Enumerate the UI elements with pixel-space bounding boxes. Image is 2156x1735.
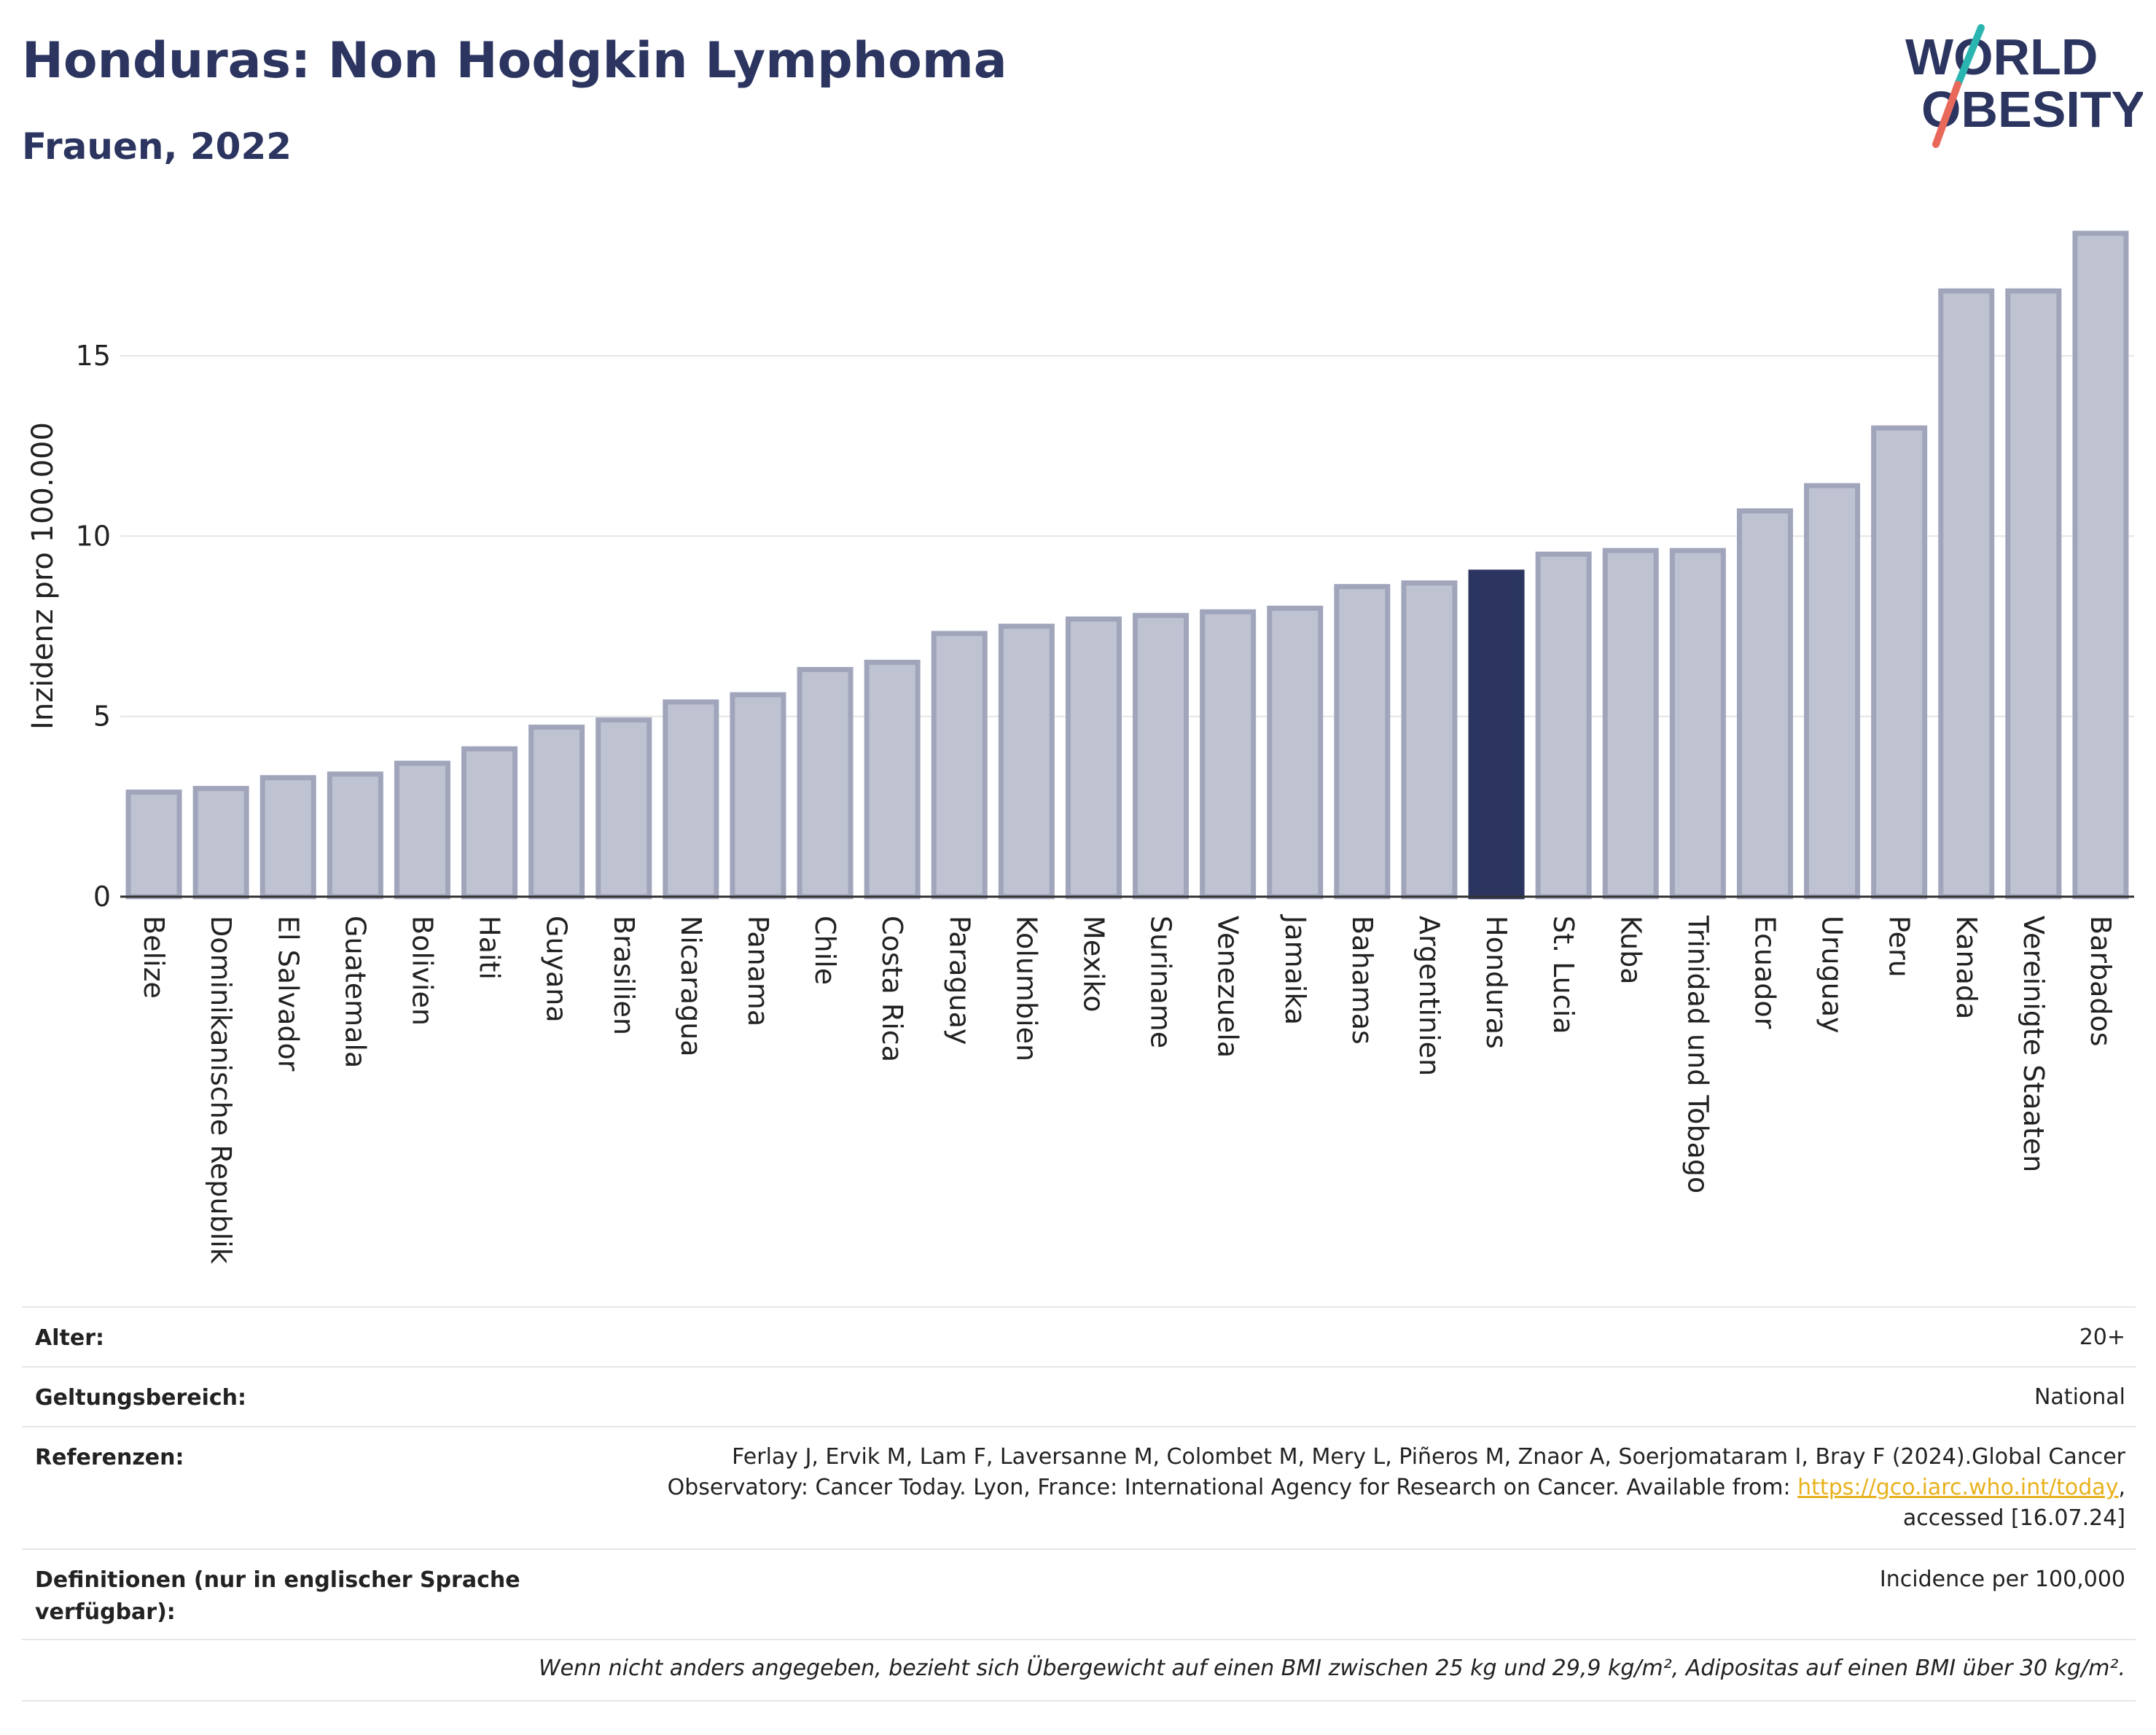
x-tick-label: El Salvador (272, 916, 304, 1072)
page-title: Honduras: Non Hodgkin Lymphoma (22, 32, 1007, 90)
bar-guyana (528, 725, 585, 900)
x-tick-label: Mexiko (1077, 916, 1109, 1012)
world-obesity-logo: WORLD OBESITY (1905, 24, 2143, 148)
meta-def-label: Definitionen (nur in englischer Sprache … (35, 1567, 520, 1625)
x-tick-label: Venezuela (1212, 916, 1244, 1058)
x-tick-label: Kanada (1950, 916, 1983, 1019)
meta-ref-label: Referenzen: (35, 1445, 184, 1470)
bar-guatemala (327, 771, 383, 900)
bar-belize (125, 789, 182, 900)
x-tick-label: Honduras (1480, 916, 1512, 1049)
meta-row-scope: Geltungsbereich: National (22, 1366, 2136, 1427)
x-tick-label: Argentinien (1413, 916, 1445, 1076)
x-tick-label: Vereinigte Staaten (2018, 916, 2050, 1172)
bar-suriname (1133, 612, 1190, 900)
page-subtitle: Frauen, 2022 (22, 125, 292, 168)
bar-uruguay (1804, 483, 1861, 900)
x-tick-label: Trinidad und Tobago (1682, 915, 1714, 1193)
x-tick-label: Peru (1883, 916, 1915, 978)
bar-mexiko (1065, 616, 1122, 900)
meta-ref-value: Ferlay J, Ervik M, Lam F, Laversanne M, … (668, 1442, 2125, 1534)
bar-paraguay (931, 631, 988, 900)
bar-jamaika (1267, 605, 1324, 900)
reference-link[interactable]: https://gco.iarc.who.int/today (1797, 1475, 2119, 1500)
bar-kolumbien (998, 623, 1055, 900)
y-axis-label: Inzidenz pro 100.000 (26, 422, 60, 730)
x-tick-label: Kolumbien (1010, 916, 1042, 1061)
ref-line-2: Observatory: Cancer Today. Lyon, France:… (667, 1475, 2125, 1500)
x-tick-label: Dominikanische Republik (205, 916, 237, 1264)
ref-line-1: Ferlay J, Ervik M, Lam F, Laversanne M, … (732, 1444, 2125, 1470)
meta-scope-label: Geltungsbereich: (35, 1385, 247, 1411)
ref-line-3: accessed [16.07.24] (1902, 1505, 2125, 1531)
footnote: Wenn nicht anders angegeben, bezieht sic… (538, 1656, 2125, 1681)
bar-argentinien (1401, 580, 1458, 900)
x-tick-label: St. Lucia (1547, 916, 1579, 1034)
y-tick-label: 5 (93, 701, 111, 733)
x-tick-label: Ecuador (1749, 916, 1781, 1029)
bar-brasilien (595, 717, 652, 900)
meta-row-references: Referenzen: Ferlay J, Ervik M, Lam F, La… (22, 1426, 2136, 1550)
logo-line1: WORLD (1905, 28, 2098, 85)
x-tick-label: Bahamas (1346, 916, 1378, 1045)
bar-haiti (461, 746, 518, 900)
x-tick-label: Kuba (1614, 916, 1647, 985)
bar-st-lucia (1535, 551, 1592, 900)
x-tick-label: Barbados (2085, 916, 2117, 1047)
x-tick-label: Bolivien (406, 916, 438, 1026)
y-tick-label: 15 (76, 340, 111, 372)
bar-bolivien (394, 760, 450, 900)
meta-age-value: 20+ (2079, 1325, 2125, 1350)
x-tick-label: Jamaika (1279, 914, 1311, 1025)
meta-row-age: Alter: 20+ (22, 1306, 2136, 1368)
bar-trinidad-und-tobago (1669, 547, 1726, 900)
bar-kanada (1938, 288, 1995, 900)
x-tick-label: Guyana (541, 916, 573, 1023)
x-tick-label: Nicaragua (675, 916, 707, 1057)
x-tick-label: Paraguay (943, 916, 975, 1045)
bar-venezuela (1200, 609, 1257, 900)
x-tick-label: Uruguay (1816, 916, 1848, 1034)
bar-nicaragua (663, 699, 719, 900)
x-tick-label: Chile (809, 916, 841, 985)
x-tick-label: Panama (742, 916, 774, 1026)
bar-costa-rica (864, 660, 921, 900)
bar-barbados (2072, 230, 2129, 900)
bars (125, 230, 2129, 900)
y-tick-label: 10 (76, 520, 111, 552)
logo-slash-top (1954, 24, 1985, 88)
meta-def-value: Incidence per 100,000 (1879, 1567, 2125, 1592)
x-tick-label: Guatemala (339, 916, 371, 1068)
x-tick-label: Belize (138, 916, 170, 999)
bar-chile (797, 666, 854, 900)
gridlines (120, 355, 2134, 717)
meta-row-definitions: Definitionen (nur in englischer Sprache … (22, 1548, 2136, 1640)
meta-row-footnote: Wenn nicht anders angegeben, bezieht sic… (22, 1639, 2136, 1701)
x-tick-label: Brasilien (608, 916, 640, 1035)
bar-kuba (1602, 547, 1659, 900)
bar-dominikanische-republik (192, 786, 249, 900)
bar-ecuador (1736, 508, 1793, 900)
bar-peru (1871, 425, 1928, 900)
meta-age-label: Alter: (35, 1325, 104, 1351)
bar-vereinigte-staaten (2005, 288, 2062, 900)
x-tick-label: Suriname (1145, 916, 1177, 1048)
y-tick-label: 0 (93, 881, 111, 913)
axes: 0 5 10 15 Belize Dominikanische Republik El Sa… (76, 340, 2134, 1264)
bar-honduras (1468, 569, 1525, 900)
bar-bahamas (1334, 584, 1391, 900)
bar-panama (730, 692, 786, 900)
bar-el-salvador (259, 775, 316, 900)
meta-scope-value: National (2034, 1384, 2125, 1410)
logo-slash-bottom (1932, 81, 1961, 148)
x-tick-label: Haiti (474, 916, 506, 980)
x-tick-label: Costa Rica (876, 916, 908, 1062)
bar-chart: 0 5 10 15 Belize Dominikanische Republik El Sa… (26, 230, 2134, 1264)
